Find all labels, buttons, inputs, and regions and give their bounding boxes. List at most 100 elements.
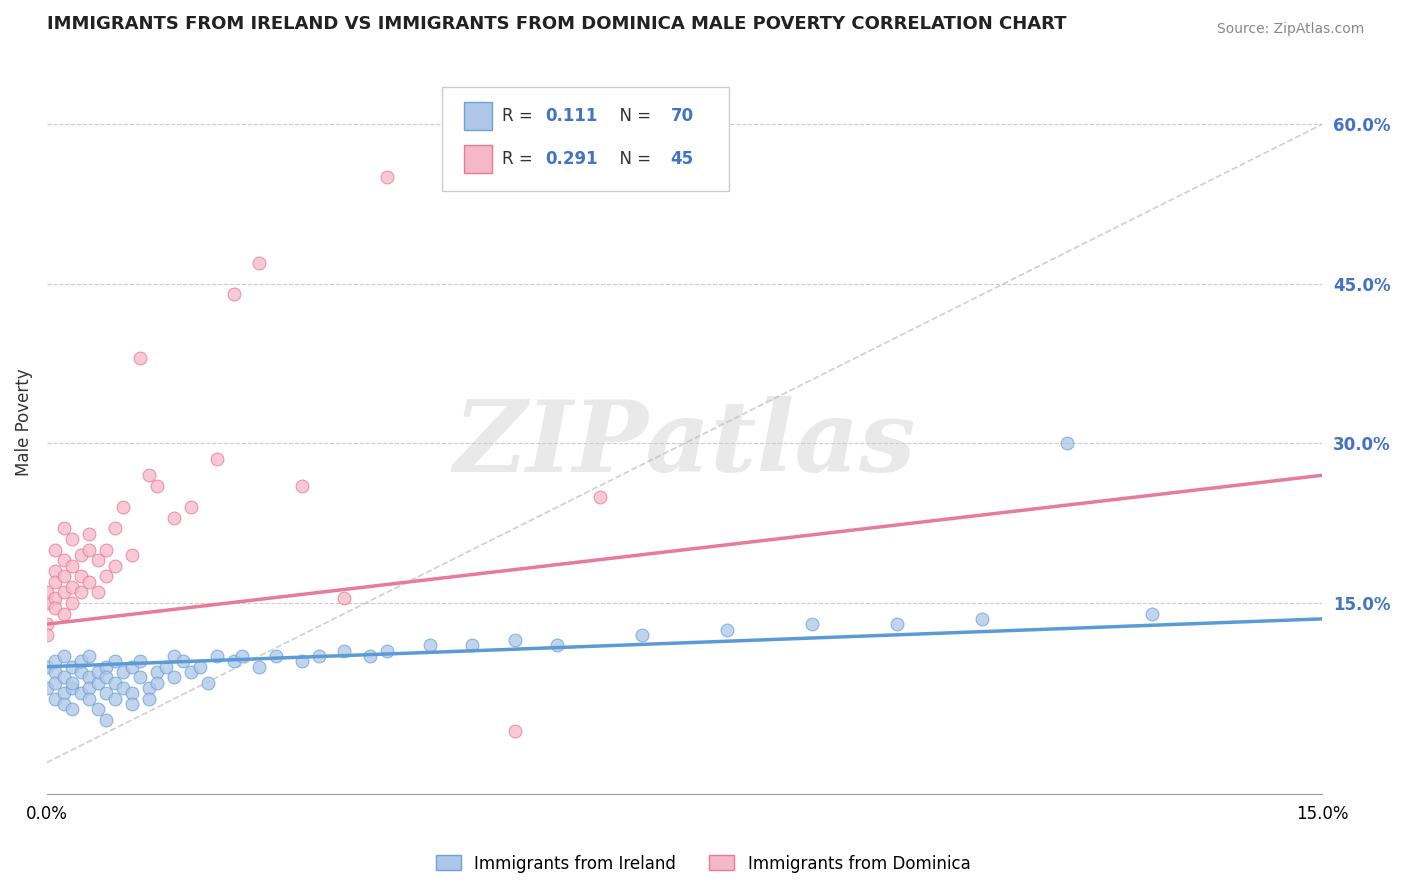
Point — [172, 654, 194, 668]
Point — [44, 564, 66, 578]
Point — [146, 665, 169, 679]
Point — [249, 255, 271, 269]
Point — [291, 654, 314, 668]
Point — [52, 521, 75, 535]
Point — [886, 617, 908, 632]
Point — [35, 681, 58, 695]
Point — [112, 500, 135, 515]
Point — [121, 697, 143, 711]
Point — [163, 670, 186, 684]
Point — [205, 452, 228, 467]
Point — [291, 479, 314, 493]
Text: 0.111: 0.111 — [546, 107, 598, 125]
Point — [163, 511, 186, 525]
Point — [35, 617, 58, 632]
Point — [35, 659, 58, 673]
Point — [96, 569, 118, 583]
Point — [308, 649, 330, 664]
Point — [129, 654, 152, 668]
Point — [87, 702, 110, 716]
Point — [60, 532, 83, 546]
Point — [96, 542, 118, 557]
Point — [70, 569, 93, 583]
Legend: Immigrants from Ireland, Immigrants from Dominica: Immigrants from Ireland, Immigrants from… — [429, 848, 977, 880]
Point — [197, 675, 219, 690]
Point — [52, 569, 75, 583]
Point — [87, 675, 110, 690]
Point — [104, 521, 127, 535]
Point — [222, 654, 245, 668]
Point — [79, 670, 101, 684]
FancyBboxPatch shape — [464, 102, 492, 130]
Text: Source: ZipAtlas.com: Source: ZipAtlas.com — [1216, 22, 1364, 37]
Text: N =: N = — [609, 150, 657, 168]
Point — [70, 585, 93, 599]
Point — [266, 649, 288, 664]
Point — [146, 479, 169, 493]
Point — [546, 639, 568, 653]
Text: R =: R = — [502, 150, 538, 168]
Point — [79, 681, 101, 695]
Point — [96, 686, 118, 700]
Point — [79, 574, 101, 589]
Point — [503, 723, 526, 738]
Point — [333, 591, 356, 605]
Text: R =: R = — [502, 107, 538, 125]
Point — [716, 623, 738, 637]
Point — [1140, 607, 1163, 621]
Point — [972, 612, 994, 626]
Point — [79, 542, 101, 557]
Point — [70, 665, 93, 679]
Point — [52, 585, 75, 599]
Text: N =: N = — [609, 107, 657, 125]
Point — [52, 670, 75, 684]
Point — [52, 607, 75, 621]
Point — [52, 553, 75, 567]
Point — [70, 654, 93, 668]
Point — [96, 670, 118, 684]
Point — [333, 644, 356, 658]
Point — [222, 287, 245, 301]
Point — [35, 585, 58, 599]
Point — [96, 713, 118, 727]
Text: 70: 70 — [671, 107, 693, 125]
Point — [52, 686, 75, 700]
Point — [180, 665, 202, 679]
Point — [70, 548, 93, 562]
Point — [60, 659, 83, 673]
Y-axis label: Male Poverty: Male Poverty — [15, 368, 32, 476]
Point — [249, 659, 271, 673]
Point — [44, 691, 66, 706]
Point — [138, 681, 160, 695]
Point — [205, 649, 228, 664]
Point — [44, 675, 66, 690]
Point — [87, 665, 110, 679]
FancyBboxPatch shape — [464, 145, 492, 173]
Point — [44, 601, 66, 615]
Point — [60, 675, 83, 690]
Text: ZIPatlas: ZIPatlas — [453, 396, 915, 492]
Point — [44, 665, 66, 679]
Point — [461, 639, 484, 653]
Point — [96, 659, 118, 673]
Point — [104, 691, 127, 706]
Point — [87, 585, 110, 599]
Point — [121, 659, 143, 673]
Point — [60, 558, 83, 573]
Point — [104, 675, 127, 690]
Point — [121, 686, 143, 700]
Point — [35, 628, 58, 642]
Point — [79, 526, 101, 541]
Point — [375, 170, 398, 185]
Point — [52, 697, 75, 711]
Point — [138, 468, 160, 483]
Point — [418, 639, 440, 653]
Point — [188, 659, 211, 673]
Point — [138, 691, 160, 706]
Point — [375, 644, 398, 658]
Point — [60, 596, 83, 610]
Point — [60, 681, 83, 695]
Point — [359, 649, 381, 664]
Point — [35, 596, 58, 610]
FancyBboxPatch shape — [443, 87, 730, 191]
